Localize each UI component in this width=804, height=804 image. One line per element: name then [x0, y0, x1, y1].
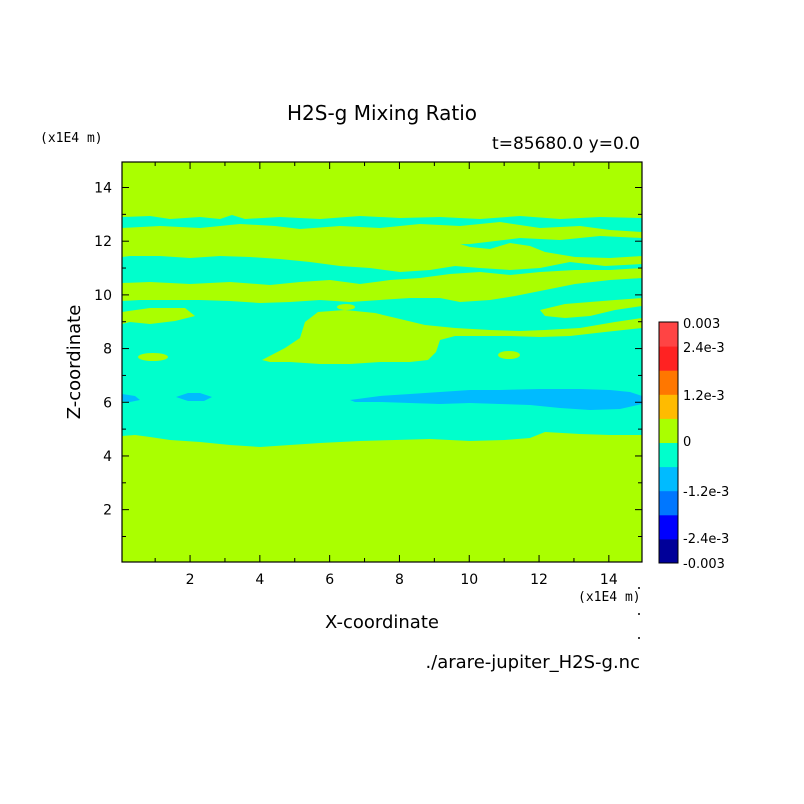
field-negative-medium-spot-left	[122, 394, 140, 402]
colorbar: 0.003 2.4e-3 1.2e-3 0 -1.2e-3 -2.4e-3 -0.003	[658, 317, 729, 572]
plot-frame	[121, 161, 643, 563]
colorbar-frame	[658, 321, 679, 564]
colorbar-label: -0.003	[683, 557, 725, 572]
y-tick-label: 4	[103, 449, 112, 465]
chart-title: H2S-g Mixing Ratio	[287, 101, 477, 125]
colorbar-swatch	[659, 418, 678, 443]
colorbar-label: 1.2e-3	[683, 389, 725, 404]
colorbar-swatch	[659, 466, 678, 492]
chart-subtitle: t=85680.0 y=0.0	[492, 134, 640, 154]
colorbar-label: 2.4e-3	[683, 341, 725, 356]
y-tick-label: 10	[94, 288, 112, 304]
x-tick-label: 8	[395, 572, 404, 588]
x-tick-label: 2	[186, 572, 195, 588]
field-positive-streak-4	[122, 308, 195, 324]
colorbar-swatch	[659, 514, 678, 540]
source-file-label: ./arare-jupiter_H2S-g.nc	[425, 652, 640, 673]
marker-dot	[638, 613, 640, 615]
marker-dot	[638, 587, 640, 589]
z-unit-label: (x1E4 m)	[40, 131, 103, 146]
contour-field	[122, 162, 642, 562]
x-tick-label: 4	[255, 572, 264, 588]
colorbar-swatch	[659, 322, 678, 347]
x-tick-label: 12	[530, 572, 548, 588]
colorbar-label: 0	[683, 435, 691, 450]
colorbar-swatch	[659, 442, 678, 468]
field-positive-lobe-central	[262, 310, 642, 364]
y-tick-label: 6	[103, 395, 112, 411]
x-unit-label: (x1E4 m)	[578, 590, 641, 605]
colorbar-label: 0.003	[683, 317, 720, 332]
field-positive-spot-1	[138, 353, 168, 361]
y-tick-label: 2	[103, 503, 112, 519]
y-axis-title: Z-coordinate	[64, 305, 85, 420]
y-tick-label: 12	[94, 234, 112, 250]
colorbar-swatch	[659, 346, 678, 371]
field-negative-medium-streak	[350, 389, 642, 410]
x-axis-title: X-coordinate	[325, 612, 439, 633]
colorbar-label: -2.4e-3	[683, 532, 729, 547]
field-positive-spot-4	[147, 212, 163, 216]
field-positive-spot-3	[337, 304, 355, 310]
field-negative-medium-spot-mid	[176, 393, 212, 401]
colorbar-swatch	[659, 490, 678, 516]
marker-dot	[638, 637, 640, 639]
x-tick-label: 14	[600, 572, 618, 588]
y-tick-label: 14	[94, 181, 112, 197]
x-tick-label: 6	[325, 572, 334, 588]
colorbar-swatch	[659, 538, 678, 564]
x-tick-label: 10	[460, 572, 478, 588]
field-positive-streak-2	[122, 236, 642, 272]
axis-ticks: 2 4 6 8 10 12 14 2 4 6 8 10 12 14	[94, 162, 642, 588]
field-positive-streak-3	[122, 268, 642, 303]
colorbar-swatch	[659, 394, 678, 419]
field-positive-spot-2	[498, 351, 520, 359]
colorbar-swatch	[659, 370, 678, 395]
colorbar-label: -1.2e-3	[683, 485, 729, 500]
field-positive-lobe-right	[540, 298, 642, 318]
y-tick-label: 8	[103, 342, 112, 358]
